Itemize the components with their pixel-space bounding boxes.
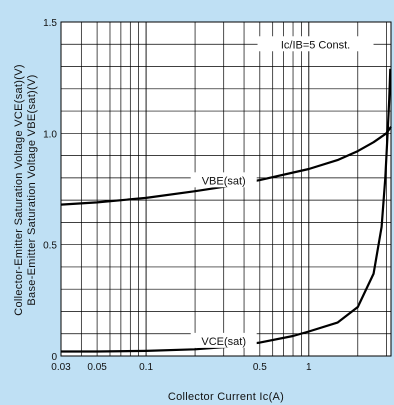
series-label-vbe: VBE(sat) — [202, 175, 246, 187]
y-tick-label: 1.0 — [43, 129, 57, 140]
x-tick-label: 0.5 — [253, 362, 267, 373]
condition-label-bg — [257, 36, 374, 52]
y-tick-label: 0.5 — [43, 241, 57, 252]
series — [60, 68, 392, 353]
y-tick-label: 1.5 — [43, 18, 57, 29]
series-label-vce-bg — [190, 332, 257, 348]
x-tick-label: 1 — [306, 362, 312, 373]
x-tick-label: 0.05 — [87, 362, 107, 373]
x-tick-label: 0.1 — [139, 362, 153, 373]
series-line-1 — [61, 68, 392, 353]
grid — [61, 22, 391, 356]
plot-area — [60, 21, 392, 357]
annotations: VBE(sat) VCE(sat) Ic/IB=5 Const. — [190, 36, 374, 348]
x-axis-label: Collector Current Ic(A) — [168, 391, 284, 403]
series-label-vbe-bg — [190, 172, 257, 188]
y-tick-label: 0 — [51, 352, 57, 363]
tick-labels: 0.03 0.05 0.1 0.5 1 0 0.5 1.0 1.5 — [43, 18, 312, 373]
series-label-vce: VCE(sat) — [201, 336, 246, 348]
y-axis-label-line1: Collector-Emitter Saturation Voltage VCE… — [13, 64, 25, 316]
x-tick-label: 0.03 — [51, 362, 71, 373]
series-line-0 — [60, 126, 392, 206]
y-axis-label-line2: Base-Emitter Saturation Voltage VBE(sat)… — [26, 74, 38, 305]
condition-label: Ic/IB=5 Const. — [281, 39, 350, 51]
